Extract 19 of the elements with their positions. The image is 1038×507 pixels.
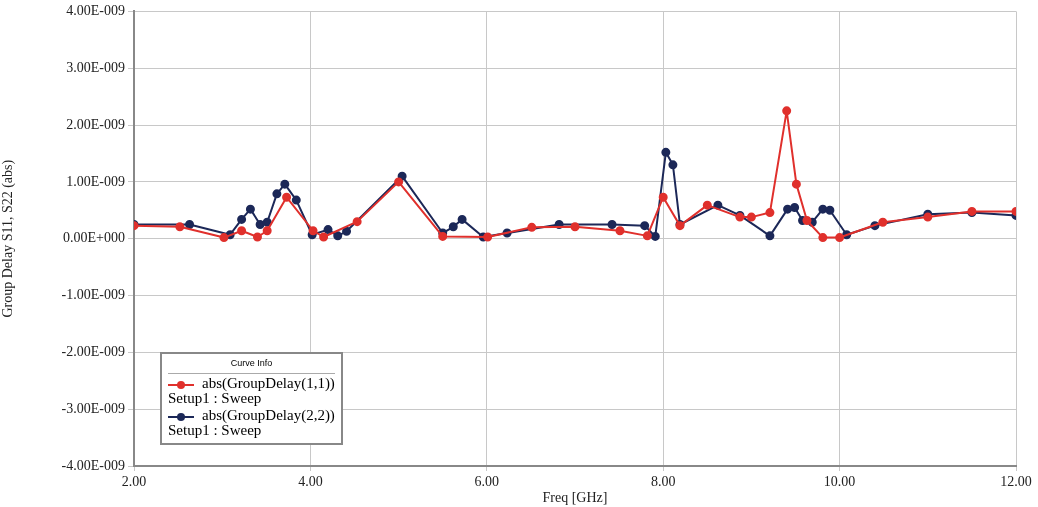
x-tick-label: 2.00 (121, 474, 147, 490)
x-tick-label: 6.00 (474, 474, 500, 490)
y-tick-label: 4.00E-009 (66, 3, 125, 19)
legend-label: abs(GroupDelay(2,2)) Setup1 : Sweep (168, 407, 335, 438)
x-tick-label: 8.00 (650, 474, 676, 490)
y-tick-label: 2.00E-009 (66, 116, 125, 132)
y-tick-label: 3.00E-009 (66, 59, 125, 75)
x-axis-title: Freq [GHz] (542, 490, 608, 506)
y-tick-label: -1.00E-009 (61, 287, 125, 303)
legend-title: Curve Info (168, 354, 335, 374)
x-tick-label: 12.00 (1000, 474, 1032, 490)
y-tick-label: 0.00E+000 (63, 230, 125, 246)
y-axis-title: Group Delay S11, S22 (abs) (0, 159, 17, 318)
y-tick-label: 1.00E-009 (66, 173, 125, 189)
x-tick-label: 10.00 (823, 474, 856, 490)
x-tick-label: 4.00 (298, 474, 323, 490)
y-tick-label: -4.00E-009 (61, 457, 125, 473)
y-tick-label: -3.00E-009 (61, 400, 125, 416)
y-tick-label: -2.00E-009 (61, 344, 125, 360)
